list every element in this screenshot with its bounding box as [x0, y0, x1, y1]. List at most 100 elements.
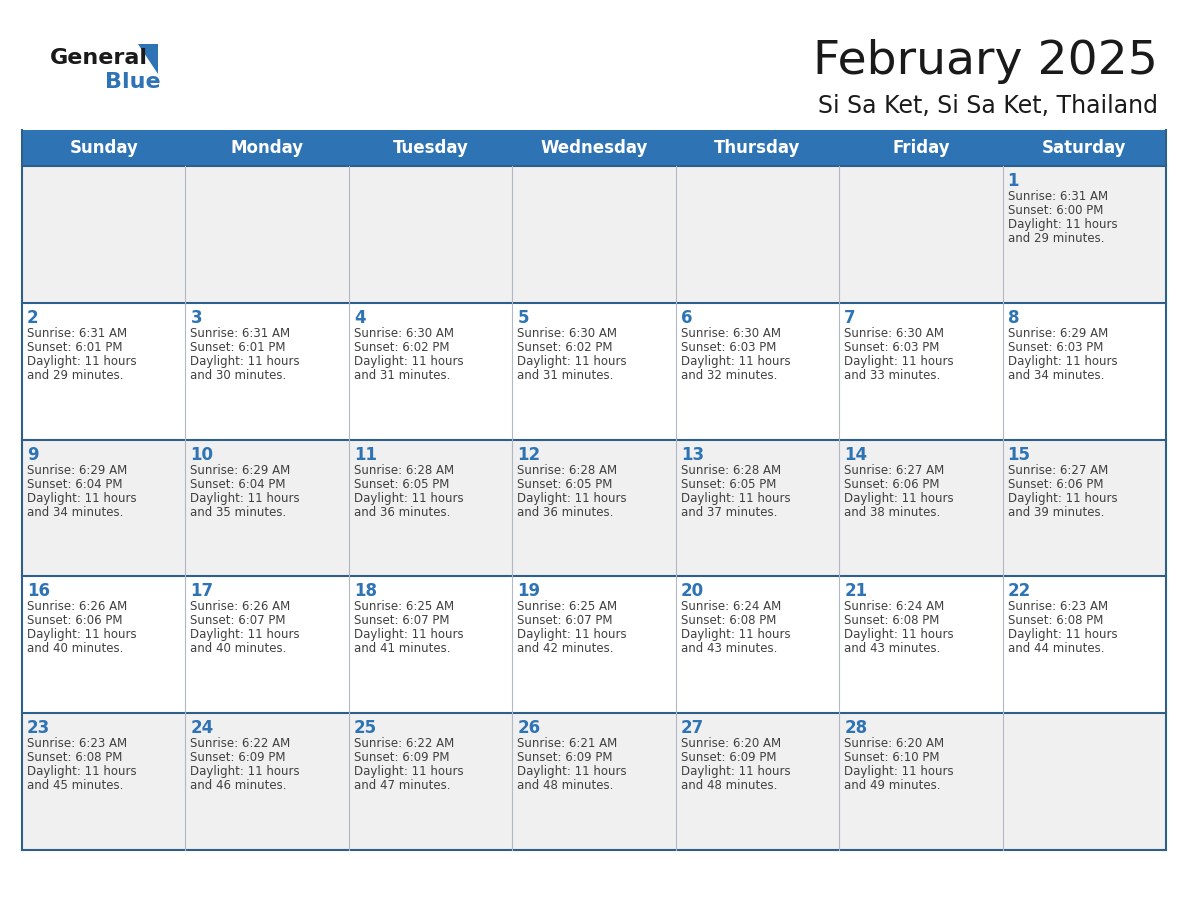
Text: 9: 9 [27, 445, 39, 464]
Text: and 44 minutes.: and 44 minutes. [1007, 643, 1104, 655]
Text: and 47 minutes.: and 47 minutes. [354, 779, 450, 792]
Text: Sunset: 6:09 PM: Sunset: 6:09 PM [354, 751, 449, 764]
Text: Sunrise: 6:28 AM: Sunrise: 6:28 AM [517, 464, 618, 476]
Text: Sunrise: 6:20 AM: Sunrise: 6:20 AM [845, 737, 944, 750]
Text: and 48 minutes.: and 48 minutes. [681, 779, 777, 792]
Text: and 35 minutes.: and 35 minutes. [190, 506, 286, 519]
Text: Blue: Blue [105, 72, 160, 92]
Text: Sunset: 6:00 PM: Sunset: 6:00 PM [1007, 204, 1102, 217]
Text: Sunset: 6:04 PM: Sunset: 6:04 PM [190, 477, 286, 490]
Text: Sunday: Sunday [69, 139, 138, 157]
Text: Sunrise: 6:30 AM: Sunrise: 6:30 AM [845, 327, 944, 340]
Text: Sunset: 6:07 PM: Sunset: 6:07 PM [517, 614, 613, 627]
Text: and 30 minutes.: and 30 minutes. [190, 369, 286, 382]
Text: Daylight: 11 hours: Daylight: 11 hours [354, 354, 463, 368]
Text: 12: 12 [517, 445, 541, 464]
Text: Daylight: 11 hours: Daylight: 11 hours [681, 354, 790, 368]
Text: Tuesday: Tuesday [392, 139, 468, 157]
Text: Sunset: 6:09 PM: Sunset: 6:09 PM [681, 751, 776, 764]
Text: Sunset: 6:01 PM: Sunset: 6:01 PM [190, 341, 286, 353]
Text: Sunrise: 6:28 AM: Sunrise: 6:28 AM [354, 464, 454, 476]
Text: and 45 minutes.: and 45 minutes. [27, 779, 124, 792]
Text: Sunset: 6:03 PM: Sunset: 6:03 PM [845, 341, 940, 353]
Text: Sunset: 6:08 PM: Sunset: 6:08 PM [27, 751, 122, 764]
Text: 19: 19 [517, 582, 541, 600]
Text: Sunset: 6:04 PM: Sunset: 6:04 PM [27, 477, 122, 490]
Text: 16: 16 [27, 582, 50, 600]
Text: 8: 8 [1007, 308, 1019, 327]
Bar [23, 577, 1165, 713]
Text: and 29 minutes.: and 29 minutes. [27, 369, 124, 382]
Text: 25: 25 [354, 719, 377, 737]
Text: Sunset: 6:03 PM: Sunset: 6:03 PM [681, 341, 776, 353]
Text: Sunrise: 6:29 AM: Sunrise: 6:29 AM [1007, 327, 1108, 340]
Text: Sunrise: 6:27 AM: Sunrise: 6:27 AM [1007, 464, 1108, 476]
Text: Sunrise: 6:23 AM: Sunrise: 6:23 AM [27, 737, 127, 750]
Text: Sunrise: 6:25 AM: Sunrise: 6:25 AM [354, 600, 454, 613]
Text: 13: 13 [681, 445, 703, 464]
Text: and 36 minutes.: and 36 minutes. [354, 506, 450, 519]
Text: and 31 minutes.: and 31 minutes. [354, 369, 450, 382]
Text: 3: 3 [190, 308, 202, 327]
Text: Sunrise: 6:20 AM: Sunrise: 6:20 AM [681, 737, 781, 750]
Text: Sunrise: 6:26 AM: Sunrise: 6:26 AM [27, 600, 127, 613]
Text: Daylight: 11 hours: Daylight: 11 hours [845, 629, 954, 642]
Text: Sunrise: 6:21 AM: Sunrise: 6:21 AM [517, 737, 618, 750]
Text: Sunrise: 6:30 AM: Sunrise: 6:30 AM [681, 327, 781, 340]
Text: 24: 24 [190, 719, 214, 737]
Text: 14: 14 [845, 445, 867, 464]
Text: Sunrise: 6:23 AM: Sunrise: 6:23 AM [1007, 600, 1107, 613]
Text: 20: 20 [681, 582, 703, 600]
Text: Daylight: 11 hours: Daylight: 11 hours [517, 354, 627, 368]
Text: Sunset: 6:05 PM: Sunset: 6:05 PM [681, 477, 776, 490]
Text: and 36 minutes.: and 36 minutes. [517, 506, 614, 519]
Text: Sunrise: 6:29 AM: Sunrise: 6:29 AM [27, 464, 127, 476]
Text: Sunset: 6:05 PM: Sunset: 6:05 PM [517, 477, 613, 490]
Text: Wednesday: Wednesday [541, 139, 647, 157]
Text: Daylight: 11 hours: Daylight: 11 hours [1007, 354, 1117, 368]
Text: Monday: Monday [230, 139, 304, 157]
Text: Sunset: 6:10 PM: Sunset: 6:10 PM [845, 751, 940, 764]
Text: 21: 21 [845, 582, 867, 600]
Text: and 40 minutes.: and 40 minutes. [27, 643, 124, 655]
Text: and 49 minutes.: and 49 minutes. [845, 779, 941, 792]
Text: Sunrise: 6:26 AM: Sunrise: 6:26 AM [190, 600, 291, 613]
Text: Daylight: 11 hours: Daylight: 11 hours [681, 492, 790, 505]
Text: Sunset: 6:09 PM: Sunset: 6:09 PM [517, 751, 613, 764]
Text: Sunrise: 6:30 AM: Sunrise: 6:30 AM [354, 327, 454, 340]
Text: 26: 26 [517, 719, 541, 737]
Text: Thursday: Thursday [714, 139, 801, 157]
Text: Sunset: 6:02 PM: Sunset: 6:02 PM [517, 341, 613, 353]
Text: Daylight: 11 hours: Daylight: 11 hours [681, 629, 790, 642]
Text: Daylight: 11 hours: Daylight: 11 hours [517, 629, 627, 642]
Text: Sunrise: 6:28 AM: Sunrise: 6:28 AM [681, 464, 781, 476]
Text: Sunset: 6:03 PM: Sunset: 6:03 PM [1007, 341, 1102, 353]
Text: 5: 5 [517, 308, 529, 327]
Text: Sunset: 6:08 PM: Sunset: 6:08 PM [681, 614, 776, 627]
Text: 6: 6 [681, 308, 693, 327]
Text: Sunset: 6:06 PM: Sunset: 6:06 PM [845, 477, 940, 490]
Text: 1: 1 [1007, 172, 1019, 190]
Text: Daylight: 11 hours: Daylight: 11 hours [27, 629, 137, 642]
Text: and 29 minutes.: and 29 minutes. [1007, 232, 1104, 245]
Text: and 46 minutes.: and 46 minutes. [190, 779, 287, 792]
Text: 27: 27 [681, 719, 704, 737]
Text: and 32 minutes.: and 32 minutes. [681, 369, 777, 382]
Text: and 38 minutes.: and 38 minutes. [845, 506, 941, 519]
Text: Sunset: 6:06 PM: Sunset: 6:06 PM [27, 614, 122, 627]
Bar [23, 303, 1165, 440]
Text: Daylight: 11 hours: Daylight: 11 hours [845, 492, 954, 505]
Text: Sunrise: 6:25 AM: Sunrise: 6:25 AM [517, 600, 618, 613]
Text: Daylight: 11 hours: Daylight: 11 hours [190, 766, 301, 778]
Text: Daylight: 11 hours: Daylight: 11 hours [1007, 629, 1117, 642]
Text: and 31 minutes.: and 31 minutes. [517, 369, 614, 382]
Text: 10: 10 [190, 445, 214, 464]
Text: Daylight: 11 hours: Daylight: 11 hours [354, 766, 463, 778]
Text: Daylight: 11 hours: Daylight: 11 hours [1007, 218, 1117, 231]
Text: Sunset: 6:01 PM: Sunset: 6:01 PM [27, 341, 122, 353]
Text: Sunset: 6:08 PM: Sunset: 6:08 PM [845, 614, 940, 627]
Bar [23, 440, 1165, 577]
Text: Sunset: 6:06 PM: Sunset: 6:06 PM [1007, 477, 1104, 490]
Text: Daylight: 11 hours: Daylight: 11 hours [1007, 492, 1117, 505]
Text: and 40 minutes.: and 40 minutes. [190, 643, 286, 655]
